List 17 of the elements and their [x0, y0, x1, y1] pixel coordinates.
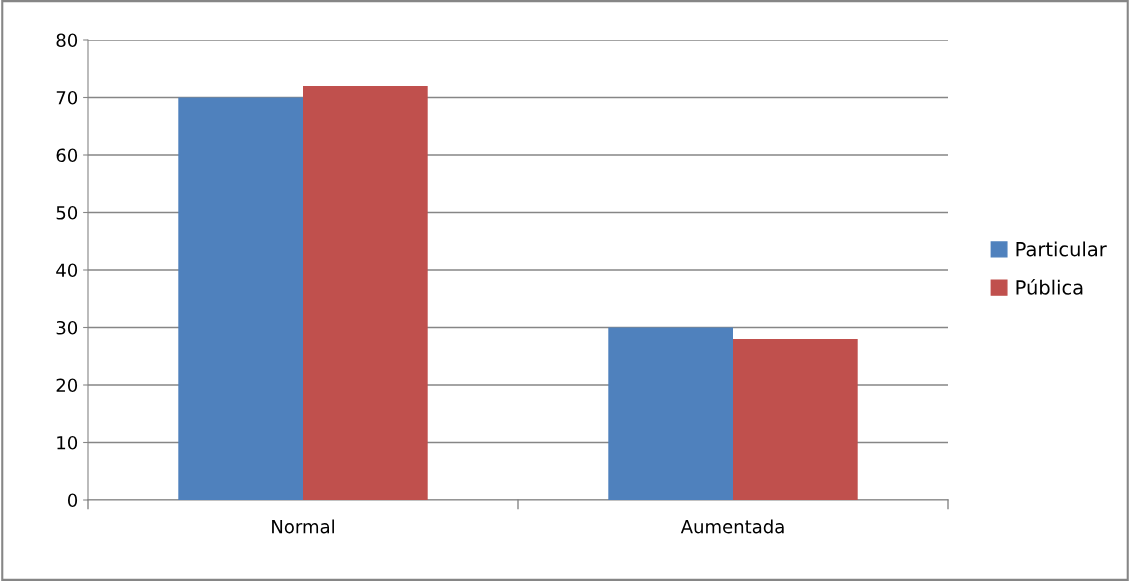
- y-tick-label: 70: [56, 90, 78, 105]
- y-tick-label: 80: [56, 33, 78, 48]
- bar: [608, 327, 733, 500]
- y-tick-label: 50: [56, 205, 78, 220]
- y-tick-label: 20: [56, 378, 78, 393]
- legend-label: Particular: [1016, 241, 1107, 257]
- y-tick-label: 40: [56, 263, 78, 278]
- bar: [303, 86, 428, 500]
- y-tick-label: 30: [56, 320, 78, 335]
- x-tick-label: Aumentada: [680, 519, 784, 534]
- y-tick-label: 0: [67, 493, 78, 508]
- bar: [733, 339, 858, 500]
- bar: [178, 97, 303, 500]
- legend-label: Pública: [1016, 278, 1083, 295]
- y-tick-label: 60: [56, 148, 78, 163]
- x-tick-label: Normal: [272, 519, 334, 534]
- y-tick-label: 10: [57, 435, 78, 450]
